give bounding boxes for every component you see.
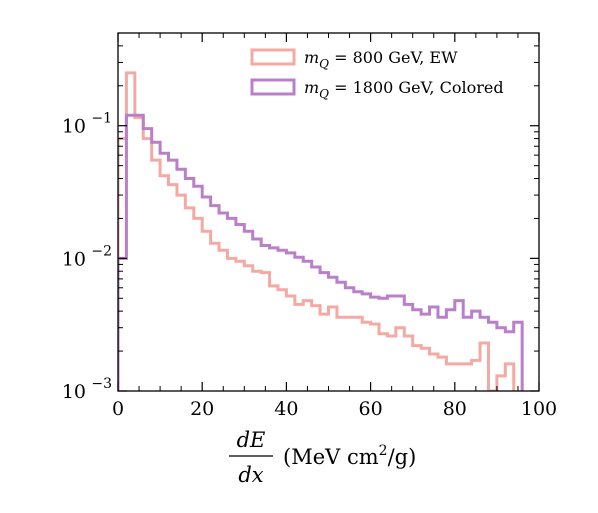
- legend-swatch-0: [250, 48, 296, 66]
- x-label-units-suffix: /g): [388, 445, 417, 469]
- series-1-histogram: [118, 113, 524, 391]
- legend-subscript: Q: [319, 87, 329, 101]
- y-tick-exponent: −3: [91, 376, 112, 392]
- x-tick-label: 20: [190, 398, 214, 420]
- series-0-histogram: [118, 71, 516, 391]
- legend-symbol: m: [304, 48, 319, 67]
- x-tick-label: 80: [443, 398, 467, 420]
- x-tick-label: 40: [274, 398, 298, 420]
- y-tick-base: 10: [62, 248, 86, 270]
- x-axis-label: dE dx (MeV cm2/g): [229, 428, 416, 487]
- legend-label-0: mQ = 800 GeV, EW: [304, 48, 458, 71]
- x-tick-label: 100: [521, 398, 557, 420]
- y-tick-label: 10: [62, 116, 86, 138]
- y-tick-label: 10: [62, 248, 86, 270]
- legend-swatch-1: [250, 78, 296, 96]
- y-tick-exponent: −1: [91, 111, 112, 127]
- x-label-units-prefix: (MeV cm: [283, 445, 379, 469]
- y-tick-base: 10: [62, 116, 86, 138]
- series-layer: [118, 71, 524, 391]
- x-label-units: (MeV cm2/g): [283, 443, 416, 469]
- x-tick-label: 60: [359, 398, 383, 420]
- y-tick-label: 10: [62, 381, 86, 403]
- y-tick-base: 10: [62, 381, 86, 403]
- legend-text: = 1800 GeV, Colored: [329, 78, 504, 97]
- legend-label-1: mQ = 1800 GeV, Colored: [304, 78, 504, 101]
- x-tick-label: 0: [112, 398, 124, 420]
- x-label-denominator: dx: [238, 463, 263, 487]
- legend-text: = 800 GeV, EW: [329, 48, 458, 67]
- ticks-layer: 0 20 40 60 80 100 10 −3 10 −2 10 −1: [62, 33, 557, 420]
- legend-subscript: Q: [319, 57, 329, 71]
- y-tick-exponent: −2: [91, 243, 112, 259]
- x-label-numerator: dE: [237, 428, 266, 452]
- x-label-units-superscript: 2: [379, 443, 388, 459]
- legend-symbol: m: [304, 78, 319, 97]
